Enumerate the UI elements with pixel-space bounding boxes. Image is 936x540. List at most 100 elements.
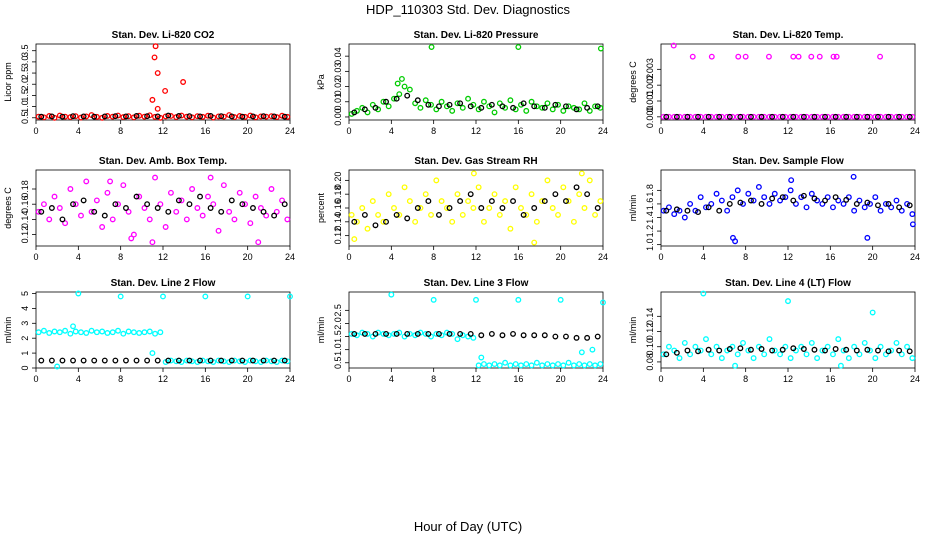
- data-point: [284, 113, 291, 120]
- figure-title: HDP_110303 Std. Dev. Diagnostics: [366, 2, 571, 17]
- data-point: [152, 174, 159, 181]
- data-point: [792, 113, 799, 120]
- data-point: [745, 347, 752, 354]
- data-point-outlier: [578, 170, 585, 177]
- y-tick-label: 2.0: [333, 317, 343, 330]
- data-point: [112, 357, 119, 364]
- data-point: [207, 357, 214, 364]
- data-point: [414, 330, 421, 337]
- data-point: [141, 113, 148, 120]
- data-point: [726, 200, 733, 207]
- data-point-outlier: [207, 174, 214, 181]
- data-point: [425, 101, 432, 108]
- data-point: [438, 198, 445, 205]
- data-point: [260, 113, 267, 120]
- data-point: [824, 113, 831, 120]
- y-tick-label: 1: [20, 351, 30, 356]
- data-point: [716, 207, 723, 214]
- data-point-outlier: [398, 76, 405, 82]
- data-point: [115, 201, 121, 208]
- data-point: [470, 205, 477, 211]
- data-point: [531, 103, 538, 110]
- data-point: [78, 329, 84, 336]
- y-tick-label: 0.14: [645, 308, 655, 326]
- x-tick-label: 24: [910, 126, 920, 136]
- data-point: [271, 212, 278, 219]
- data-point: [197, 357, 203, 364]
- data-point: [835, 113, 842, 120]
- data-point: [713, 190, 720, 197]
- data-point-outlier: [149, 350, 156, 357]
- data-point: [480, 98, 487, 105]
- data-point-outlier: [430, 296, 437, 303]
- x-tick-label: 12: [783, 374, 793, 384]
- data-point: [800, 113, 807, 120]
- y-tick-label: 0.10: [645, 338, 655, 356]
- data-point: [718, 197, 725, 204]
- data-point: [112, 201, 119, 208]
- data-point: [692, 343, 699, 350]
- data-point: [549, 106, 556, 113]
- panel-title: Stan. Dev. Line 4 (LT) Flow: [725, 278, 851, 289]
- data-point: [433, 330, 440, 337]
- data-point: [539, 362, 546, 369]
- data-point: [351, 109, 358, 116]
- data-point: [906, 348, 913, 355]
- data-point: [906, 113, 913, 120]
- data-point: [385, 191, 392, 198]
- data-point: [38, 113, 45, 120]
- data-point: [766, 336, 773, 343]
- panel-3: Stan. Dev. Li-820 Temp. degrees C 0 4 8 12 16 2…: [628, 30, 920, 136]
- data-point: [800, 346, 807, 352]
- data-point: [573, 334, 580, 341]
- data-point: [417, 205, 424, 211]
- data-point: [893, 113, 900, 120]
- y-tick-label: 0.01: [333, 93, 343, 111]
- data-point-outlier: [351, 236, 358, 243]
- data-point: [380, 218, 387, 225]
- data-point: [422, 330, 429, 337]
- data-point: [584, 104, 591, 111]
- y-tick-label: 1.6: [645, 198, 655, 211]
- data-point: [843, 196, 850, 203]
- data-point: [123, 357, 129, 364]
- data-point: [189, 358, 196, 365]
- data-point: [592, 362, 599, 369]
- data-point: [48, 205, 55, 211]
- data-point: [840, 347, 847, 354]
- data-point: [544, 361, 551, 368]
- data-point: [491, 361, 498, 368]
- data-point: [539, 104, 546, 111]
- data-point: [803, 204, 810, 211]
- data-point: [56, 329, 63, 336]
- data-point: [263, 212, 270, 219]
- y-tick-label: 3.0: [20, 56, 30, 69]
- data-point: [189, 186, 196, 192]
- data-point: [840, 113, 847, 120]
- data-point: [734, 187, 741, 194]
- x-tick-label: 20: [243, 252, 253, 262]
- data-point: [597, 361, 604, 368]
- data-point: [109, 113, 116, 120]
- data-point: [824, 343, 831, 350]
- data-point: [83, 330, 90, 336]
- data-point: [35, 113, 42, 120]
- data-point: [162, 224, 169, 230]
- data-point: [748, 197, 754, 204]
- data-point: [401, 184, 408, 191]
- y-tick-label: 0.12: [333, 227, 343, 245]
- data-point: [510, 104, 516, 111]
- data-point: [215, 227, 222, 234]
- data-point: [771, 113, 778, 120]
- data-point-outlier: [515, 44, 522, 50]
- data-point-outlier: [428, 44, 435, 50]
- data-point: [380, 330, 387, 337]
- plot-frame: [35, 169, 291, 247]
- data-point: [843, 113, 850, 120]
- data-point: [867, 347, 873, 354]
- data-point: [136, 193, 143, 200]
- data-point-outlier: [244, 293, 251, 300]
- data-point: [853, 347, 860, 354]
- x-tick-label: 24: [285, 374, 295, 384]
- y-tick-label: 0.02: [333, 78, 343, 96]
